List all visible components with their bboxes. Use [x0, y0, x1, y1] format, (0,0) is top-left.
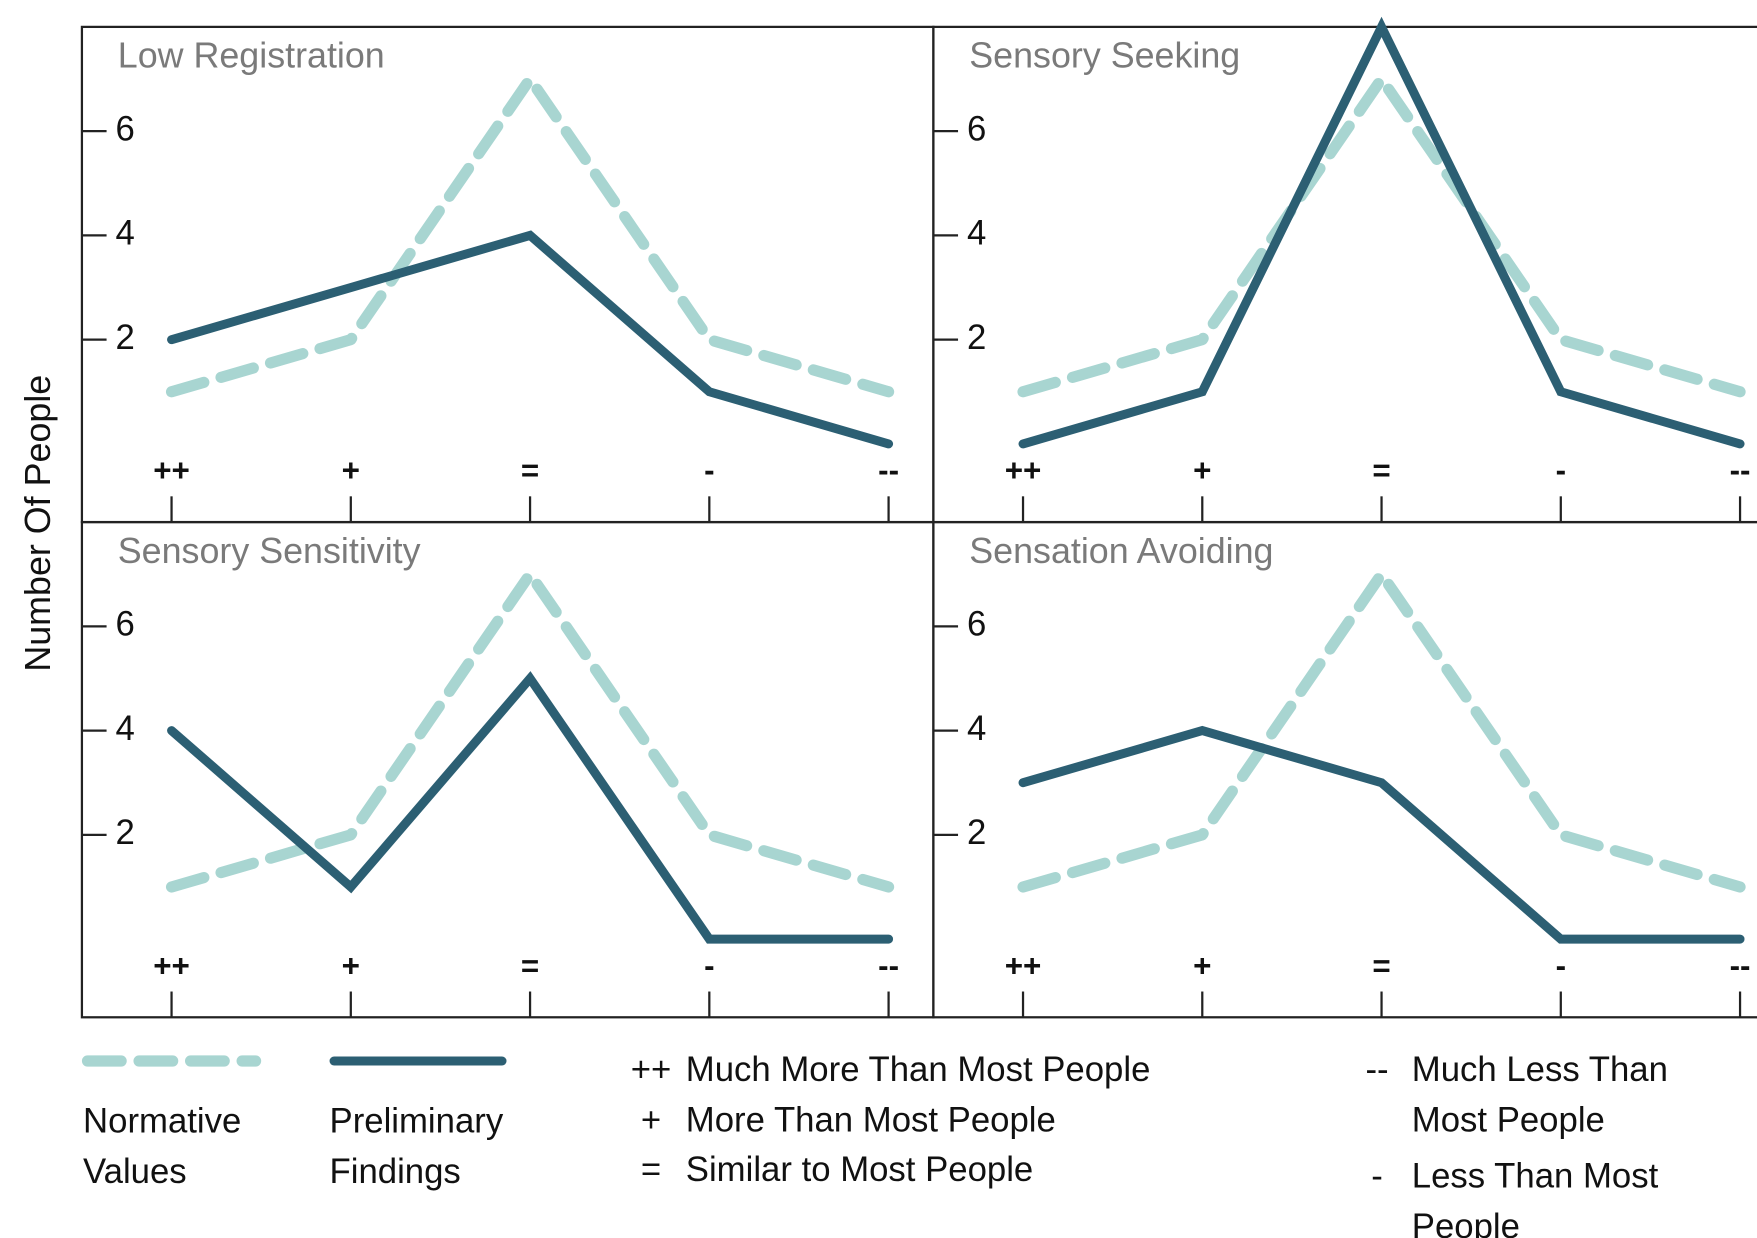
series-line — [167, 230, 894, 449]
legend-entry: Preliminary Findings — [329, 1101, 504, 1191]
x-tick-label: + — [342, 948, 360, 983]
key-symbol: = — [640, 1149, 662, 1189]
key-text: Much More Than Most People — [685, 1049, 1151, 1089]
series-line — [1017, 73, 1746, 398]
key-row: - Less Than Most People — [1342, 1151, 1723, 1238]
y-tick-label: 6 — [116, 110, 135, 148]
x-tick-label: + — [342, 453, 360, 488]
key-symbol: ++ — [630, 1049, 672, 1089]
x-tick-label: - — [704, 453, 714, 488]
key-symbol: - — [1371, 1156, 1383, 1196]
x-tick-label: - — [1556, 948, 1566, 983]
series-line — [165, 73, 895, 398]
y-tick-label: 2 — [116, 814, 135, 852]
x-tick-label: -- — [1730, 948, 1751, 983]
y-axis-label: Number Of People — [18, 375, 58, 672]
x-tick-label: ++ — [153, 948, 190, 983]
key-entry: - Less Than Most People — [1342, 1151, 1723, 1238]
panel-frame — [932, 520, 1757, 1019]
x-tick-label: -- — [878, 948, 899, 983]
series-line — [167, 671, 894, 944]
x-tick-label: = — [1372, 453, 1390, 488]
panel-title: Sensory Seeking — [969, 36, 1240, 76]
y-tick-label: 4 — [967, 710, 986, 748]
legend-label: Preliminary Findings — [329, 1101, 504, 1191]
x-tick-label: + — [1193, 948, 1211, 983]
series-line — [165, 568, 895, 893]
x-tick-label: - — [1556, 453, 1566, 488]
legend-label: Normative Values — [83, 1101, 242, 1191]
panel-title: Sensation Avoiding — [969, 531, 1273, 571]
key-entry: + More Than Most People — [616, 1095, 1333, 1145]
x-tick-label: -- — [878, 453, 899, 488]
x-tick-label: = — [521, 948, 539, 983]
key-text: Less Than Most People — [1411, 1156, 1659, 1238]
x-tick-label: ++ — [1005, 453, 1042, 488]
key-row: + More Than Most People — [616, 1095, 1333, 1145]
series-line — [1018, 16, 1745, 449]
panel-frame — [80, 25, 935, 524]
key-row: = Similar to Most People — [616, 1144, 1333, 1194]
y-tick-label: 6 — [967, 606, 986, 644]
panel-title: Sensory Sensitivity — [118, 531, 421, 571]
key-entry: = Similar to Most People — [616, 1144, 1333, 1194]
key-entry: ++ Much More Than Most People — [616, 1044, 1333, 1094]
panel-title: Low Registration — [118, 36, 385, 76]
y-tick-label: 6 — [116, 606, 135, 644]
key-text: More Than Most People — [685, 1100, 1056, 1140]
x-tick-label: - — [704, 948, 714, 983]
y-tick-label: 2 — [116, 319, 135, 357]
x-tick-label: ++ — [1005, 948, 1042, 983]
key-entry: -- Much Less Than Most People — [1342, 1044, 1723, 1145]
series-line — [1018, 725, 1745, 944]
key-symbol: -- — [1365, 1049, 1389, 1089]
y-tick-label: 2 — [967, 814, 986, 852]
x-tick-label: ++ — [153, 453, 190, 488]
y-tick-label: 4 — [116, 710, 135, 748]
key-text: Much Less Than Most People — [1411, 1049, 1668, 1140]
y-tick-label: 6 — [967, 110, 986, 148]
y-tick-label: 2 — [967, 319, 986, 357]
series-line — [1017, 568, 1746, 893]
x-tick-label: + — [1193, 453, 1211, 488]
x-tick-label: -- — [1730, 453, 1751, 488]
y-tick-label: 4 — [967, 215, 986, 253]
x-tick-label: = — [1372, 948, 1390, 983]
key-row: ++ Much More Than Most People — [616, 1044, 1333, 1094]
key-row: -- Much Less Than Most People — [1342, 1044, 1723, 1145]
x-tick-label: = — [521, 453, 539, 488]
key-symbol: + — [640, 1100, 662, 1140]
legend-entry: Normative Values — [83, 1101, 242, 1191]
key-text: Similar to Most People — [685, 1149, 1034, 1189]
y-tick-label: 4 — [116, 215, 135, 253]
